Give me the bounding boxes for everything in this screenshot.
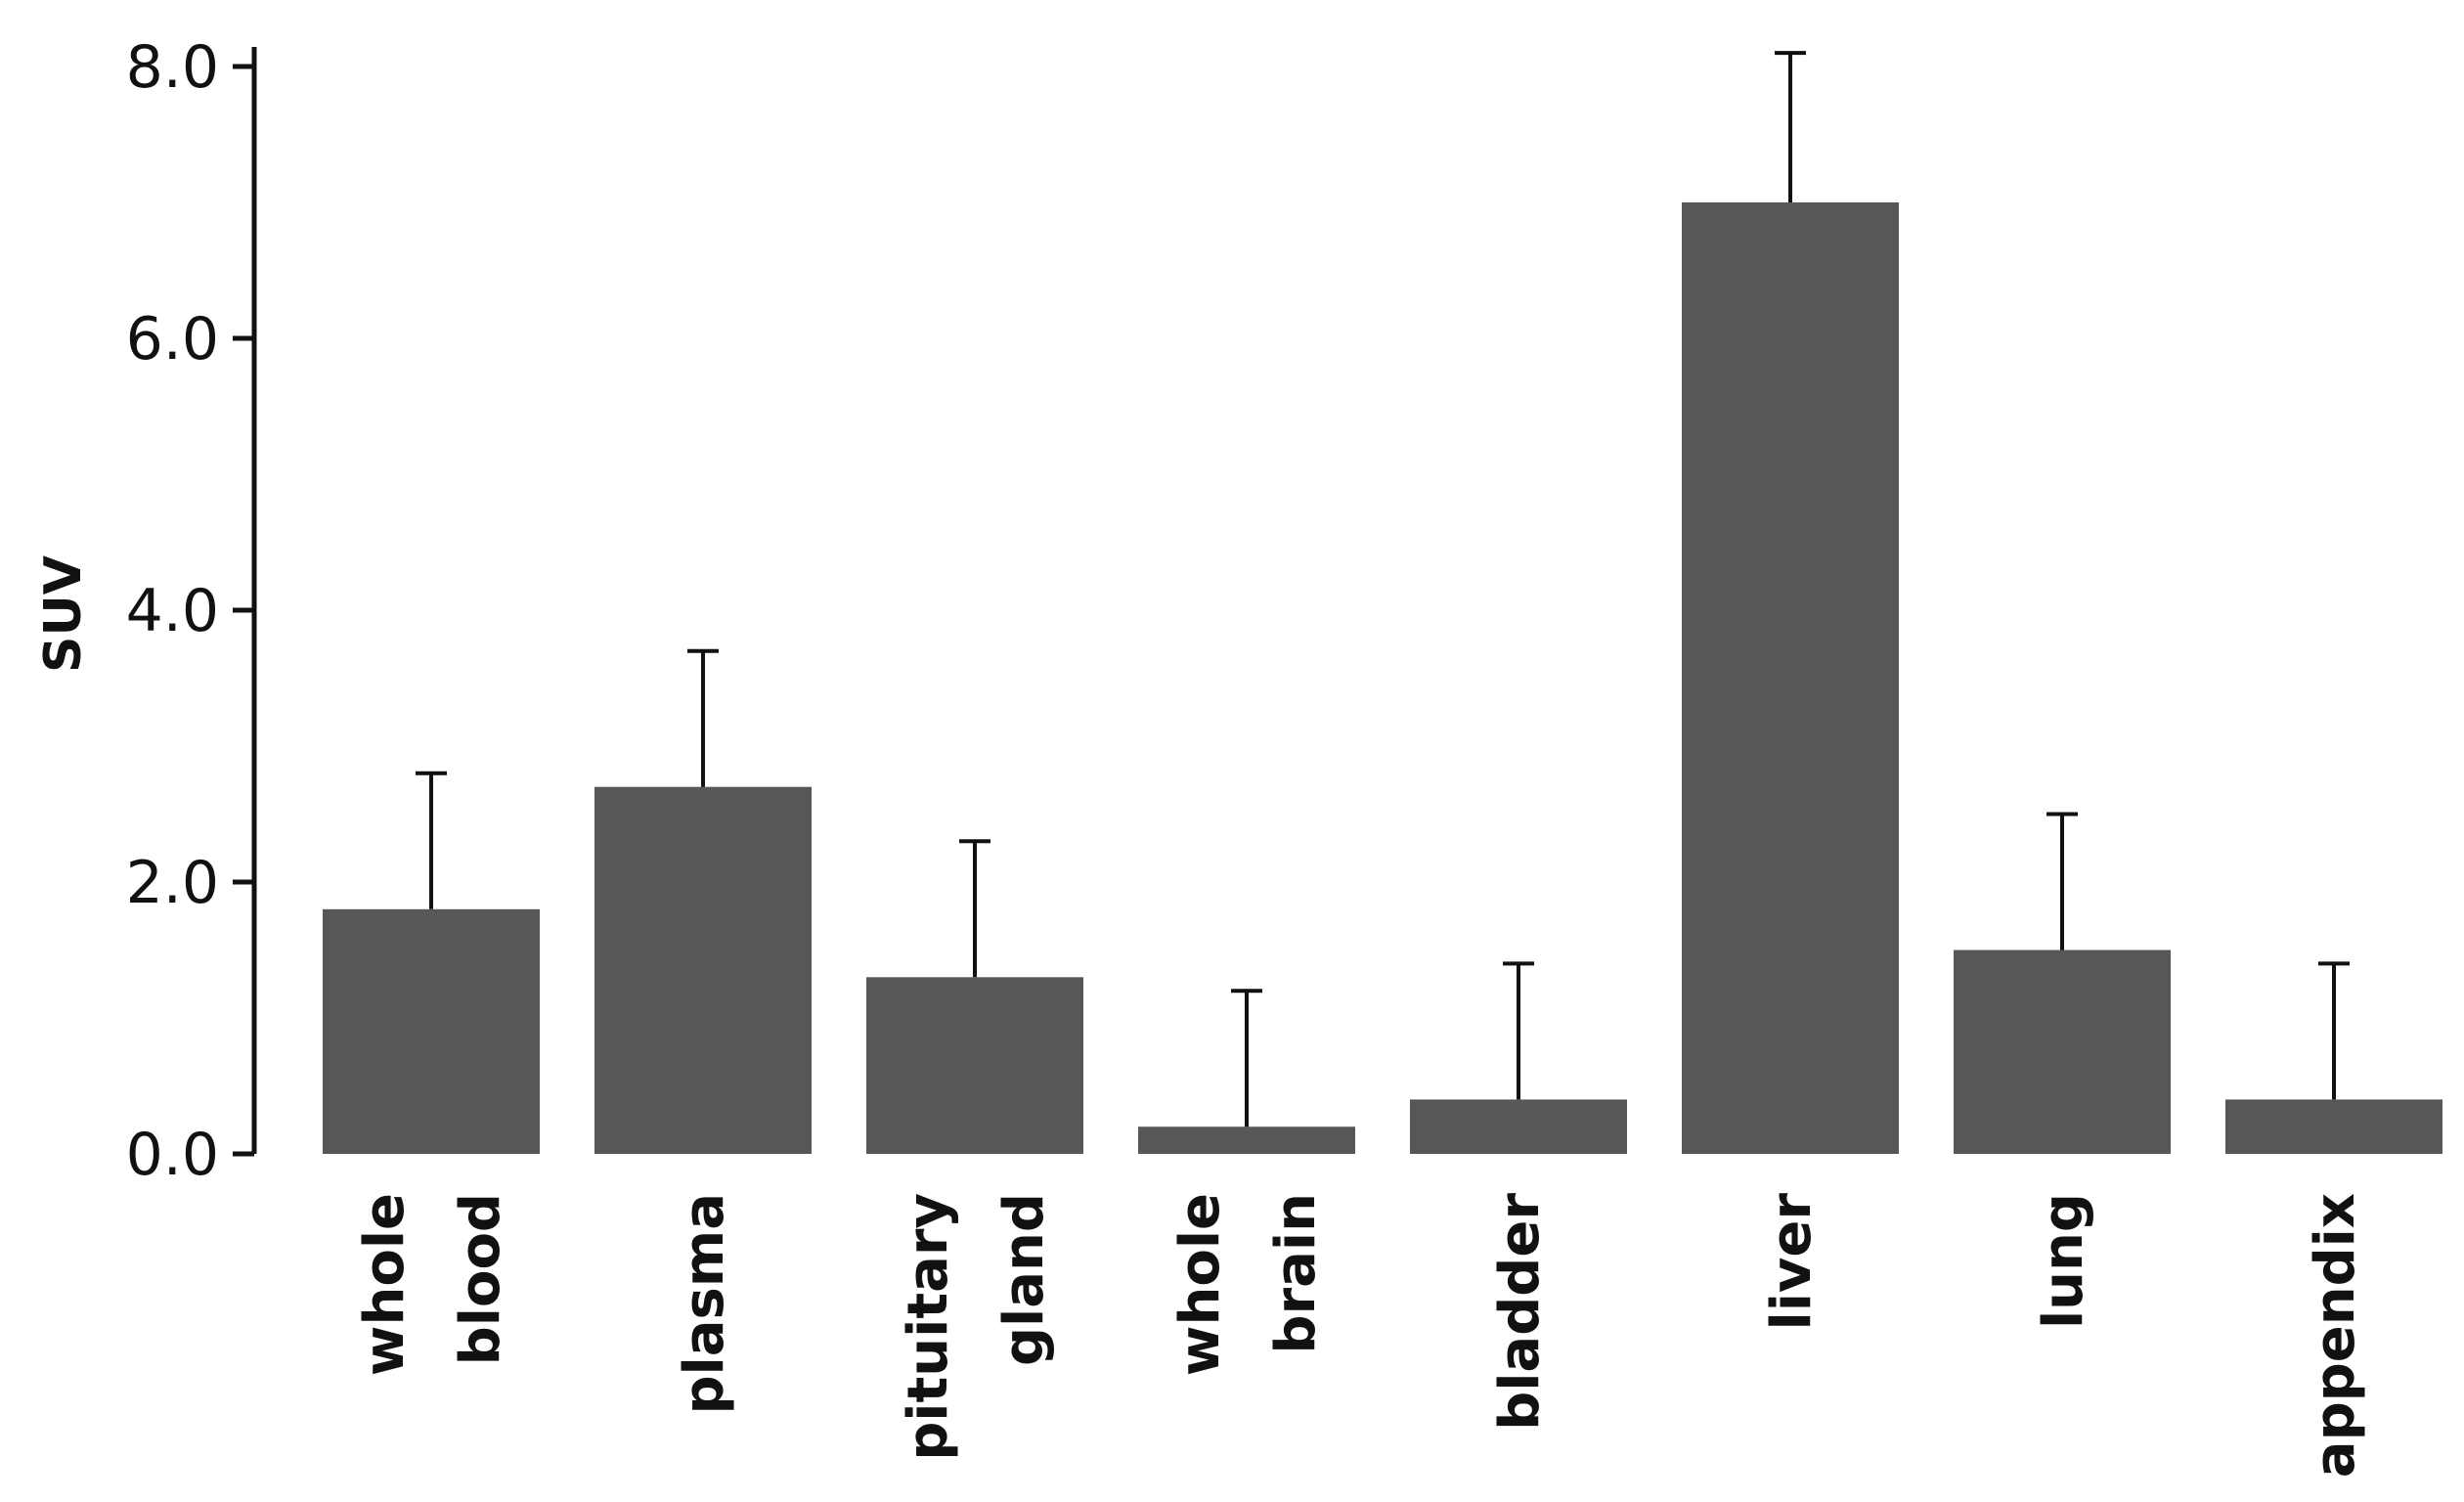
- x-category-label: whole: [1168, 1193, 1232, 1376]
- y-axis-label: SUV: [34, 555, 93, 673]
- y-tick-label: 8.0: [126, 33, 219, 102]
- bar: [1954, 950, 2171, 1154]
- x-category-label: blood: [449, 1193, 512, 1365]
- bars-group: [323, 202, 2442, 1154]
- x-labels-group: whole blood plasma pituitary gland whole brain…: [353, 1193, 2367, 1479]
- x-category-label: pituitary: [897, 1193, 960, 1461]
- y-tick-label: 6.0: [126, 305, 219, 374]
- error-bars-group: [416, 51, 2350, 1127]
- bar: [1682, 202, 1899, 1154]
- bar: [2225, 1099, 2442, 1154]
- y-tick-label: 2.0: [126, 849, 219, 917]
- x-category-label: liver: [1760, 1193, 1824, 1331]
- x-category-label: whole: [353, 1193, 417, 1376]
- x-category-label: lung: [2032, 1193, 2095, 1329]
- x-category-label: appendix: [2304, 1193, 2367, 1478]
- bar: [594, 786, 812, 1154]
- x-category-label: brain: [1264, 1193, 1328, 1354]
- bar: [323, 908, 540, 1154]
- y-tick-label: 0.0: [126, 1121, 219, 1189]
- y-ticks-group: 0.0 2.0 4.0 6.0 8.0: [126, 33, 254, 1189]
- bar: [1410, 1099, 1627, 1154]
- x-category-label: plasma: [673, 1193, 736, 1415]
- x-category-label: bladder: [1488, 1193, 1552, 1431]
- y-tick-label: 4.0: [126, 577, 219, 645]
- bar: [1138, 1126, 1355, 1154]
- x-category-label: gland: [992, 1193, 1056, 1366]
- bar: [866, 977, 1083, 1154]
